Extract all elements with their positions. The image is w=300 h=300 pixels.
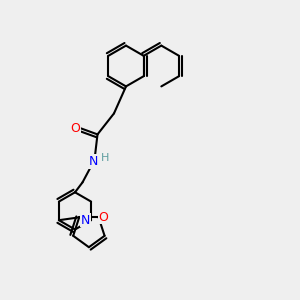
Text: O: O <box>71 122 80 135</box>
Text: H: H <box>101 153 109 164</box>
Text: O: O <box>98 211 108 224</box>
Text: N: N <box>81 214 90 227</box>
Text: N: N <box>88 155 98 168</box>
